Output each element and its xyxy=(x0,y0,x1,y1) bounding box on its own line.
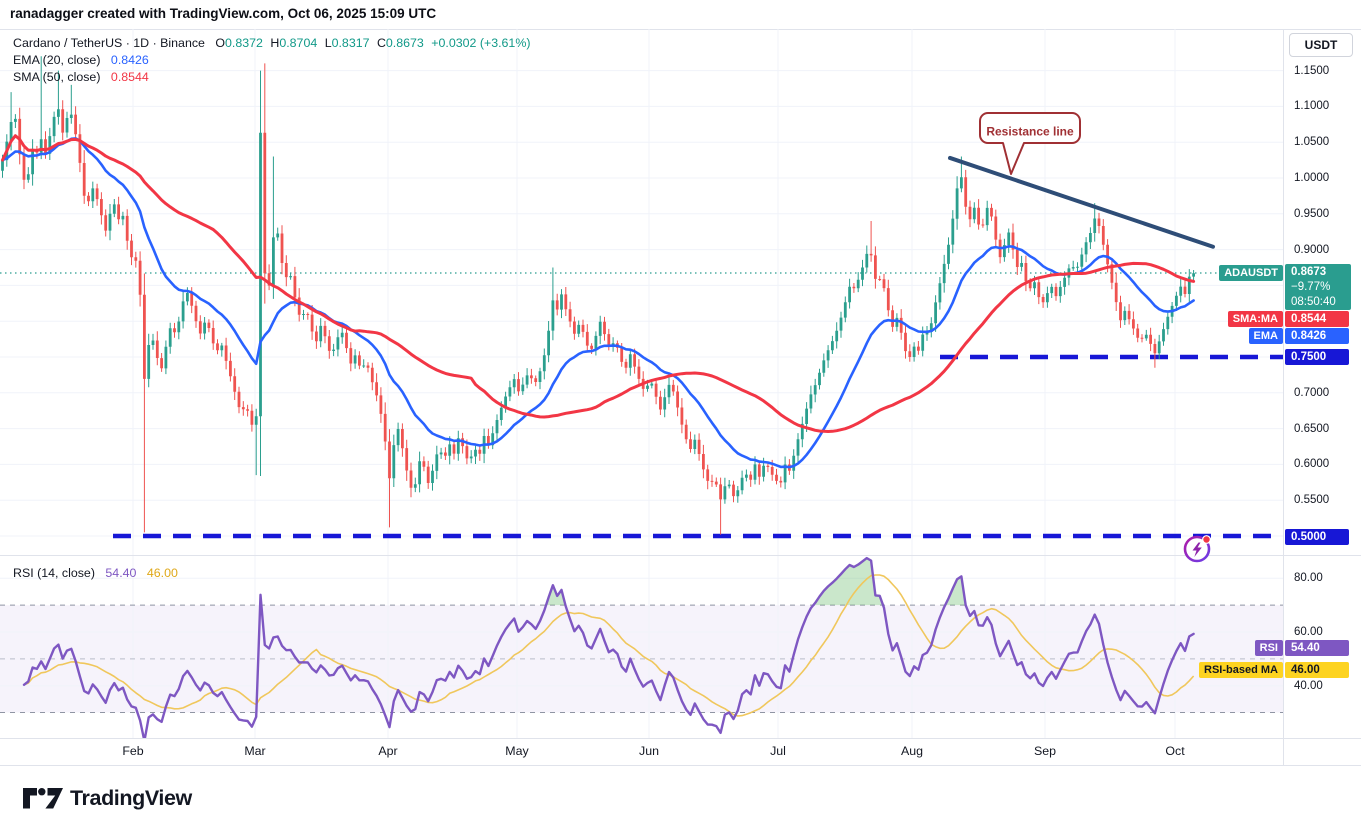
rsi-ma-tag: RSI-based MA xyxy=(1199,662,1283,678)
resistance-trendline[interactable] xyxy=(948,155,1215,249)
ohlc-high-label: H xyxy=(270,36,280,50)
rsi-legend[interactable]: RSI (14, close) 54.40 46.00 xyxy=(13,565,178,581)
attribution-text: ranadagger created with TradingView.com,… xyxy=(10,6,437,21)
resistance-callout-bubble[interactable] xyxy=(979,112,1081,175)
ema-name: EMA (20, close) xyxy=(13,53,101,67)
ohlc-high-value: 0.8704 xyxy=(279,36,318,50)
support-price-box-075: 0.7500 xyxy=(1285,349,1349,365)
rsi-tag: RSI xyxy=(1254,640,1283,656)
legend-symbol-row[interactable]: Cardano / TetherUS · 1D · Binance O0.837… xyxy=(13,35,530,52)
rsi-ma-value-box: 46.00 xyxy=(1285,662,1349,678)
tradingview-logo-mark[interactable] xyxy=(22,783,68,813)
symbol-title: Cardano / TetherUS · 1D · Binance xyxy=(13,36,205,50)
ohlc-low-label: L xyxy=(324,36,332,50)
month-label-May: May xyxy=(505,744,529,758)
rsi-tick-60.00: 60.00 xyxy=(1294,626,1323,638)
tradingview-brand-text[interactable]: TradingView xyxy=(70,786,192,810)
chart-legend[interactable]: Cardano / TetherUS · 1D · Binance O0.837… xyxy=(13,35,530,86)
chart-bottom-border xyxy=(0,765,1361,766)
ohlc-open-label: O xyxy=(215,36,226,50)
sma-tag: SMA:MA xyxy=(1227,311,1283,327)
price-tick-1.1000: 1.1000 xyxy=(1294,100,1330,113)
rsi-chart[interactable] xyxy=(0,556,1283,738)
month-label-Oct: Oct xyxy=(1165,744,1185,758)
support-price-box-050: 0.5000 xyxy=(1285,529,1349,545)
rsi-overbought-fill xyxy=(945,576,966,606)
month-label-Sep: Sep xyxy=(1033,744,1057,758)
rsi-line[interactable] xyxy=(22,556,1195,738)
ohlc-open-value: 0.8372 xyxy=(225,36,263,50)
rsi-tick-80.00: 80.00 xyxy=(1294,572,1323,585)
price-tick-0.9000: 0.9000 xyxy=(1294,243,1330,256)
sma-line[interactable] xyxy=(1,134,1196,433)
candle-bodies-up xyxy=(1,109,1196,500)
month-label-Apr: Apr xyxy=(378,744,398,758)
last-price-countdown-box: 0.8673 −9.77% 08:50:40 xyxy=(1285,264,1351,310)
time-axis-border xyxy=(0,738,1361,739)
legend-sma-row[interactable]: SMA (50, close) 0.8544 xyxy=(13,69,530,86)
rsi-ma-current-value: 46.00 xyxy=(146,566,178,580)
price-scale-border xyxy=(1283,29,1284,765)
price-tick-0.7000: 0.7000 xyxy=(1294,386,1330,399)
month-label-Jul: Jul xyxy=(770,744,786,758)
symbol-tag: ADAUSDT xyxy=(1219,265,1283,281)
price-tick-0.9500: 0.9500 xyxy=(1294,207,1330,220)
ema-tag: EMA xyxy=(1248,328,1283,344)
ohlc-close-value: 0.8673 xyxy=(385,36,424,50)
month-label-Feb: Feb xyxy=(122,744,144,758)
bar-countdown: 08:50:40 xyxy=(1291,296,1336,308)
price-tick-0.6500: 0.6500 xyxy=(1294,422,1330,435)
rsi-name: RSI (14, close) xyxy=(13,566,95,580)
rsi-value-box: 54.40 xyxy=(1285,640,1349,656)
price-tick-1.0000: 1.0000 xyxy=(1294,172,1330,184)
sma-name: SMA (50, close) xyxy=(13,70,101,84)
rsi-overbought-fill xyxy=(813,558,884,606)
ema-line[interactable] xyxy=(1,137,1195,469)
chart-top-border xyxy=(0,29,1361,30)
price-tick-1.1500: 1.1500 xyxy=(1294,64,1330,77)
rsi-current-value: 54.40 xyxy=(105,566,137,580)
pane-separator[interactable] xyxy=(0,555,1361,556)
ohlc-change-value: +0.0302 (+3.61%) xyxy=(431,36,531,50)
ema-price-box: 0.8426 xyxy=(1285,328,1349,344)
sma-value: 0.8544 xyxy=(110,70,149,84)
last-price-value: 0.8673 xyxy=(1291,266,1327,278)
sma-price-box: 0.8544 xyxy=(1285,311,1349,327)
price-tick-1.0500: 1.0500 xyxy=(1294,136,1330,149)
month-label-Aug: Aug xyxy=(900,744,924,758)
resistance-callout-text: Resistance line xyxy=(986,125,1074,139)
rsi-ma-line[interactable] xyxy=(23,574,1195,717)
ema-value: 0.8426 xyxy=(110,53,149,67)
currency-unit-button[interactable]: USDT xyxy=(1289,33,1353,57)
candlestick-chart[interactable]: Resistance line xyxy=(0,29,1283,555)
ohlc-low-value: 0.8317 xyxy=(331,36,370,50)
month-label-Jun: Jun xyxy=(639,744,659,758)
rsi-tick-40.00: 40.00 xyxy=(1294,679,1323,692)
month-label-Mar: Mar xyxy=(244,744,266,758)
legend-ema-row[interactable]: EMA (20, close) 0.8426 xyxy=(13,52,530,69)
lightning-icon[interactable] xyxy=(1179,530,1215,566)
ohlc-close-label: C xyxy=(376,36,386,50)
last-price-change: −9.77% xyxy=(1291,281,1331,293)
price-tick-0.6000: 0.6000 xyxy=(1294,458,1330,471)
price-tick-0.5500: 0.5500 xyxy=(1294,494,1330,507)
